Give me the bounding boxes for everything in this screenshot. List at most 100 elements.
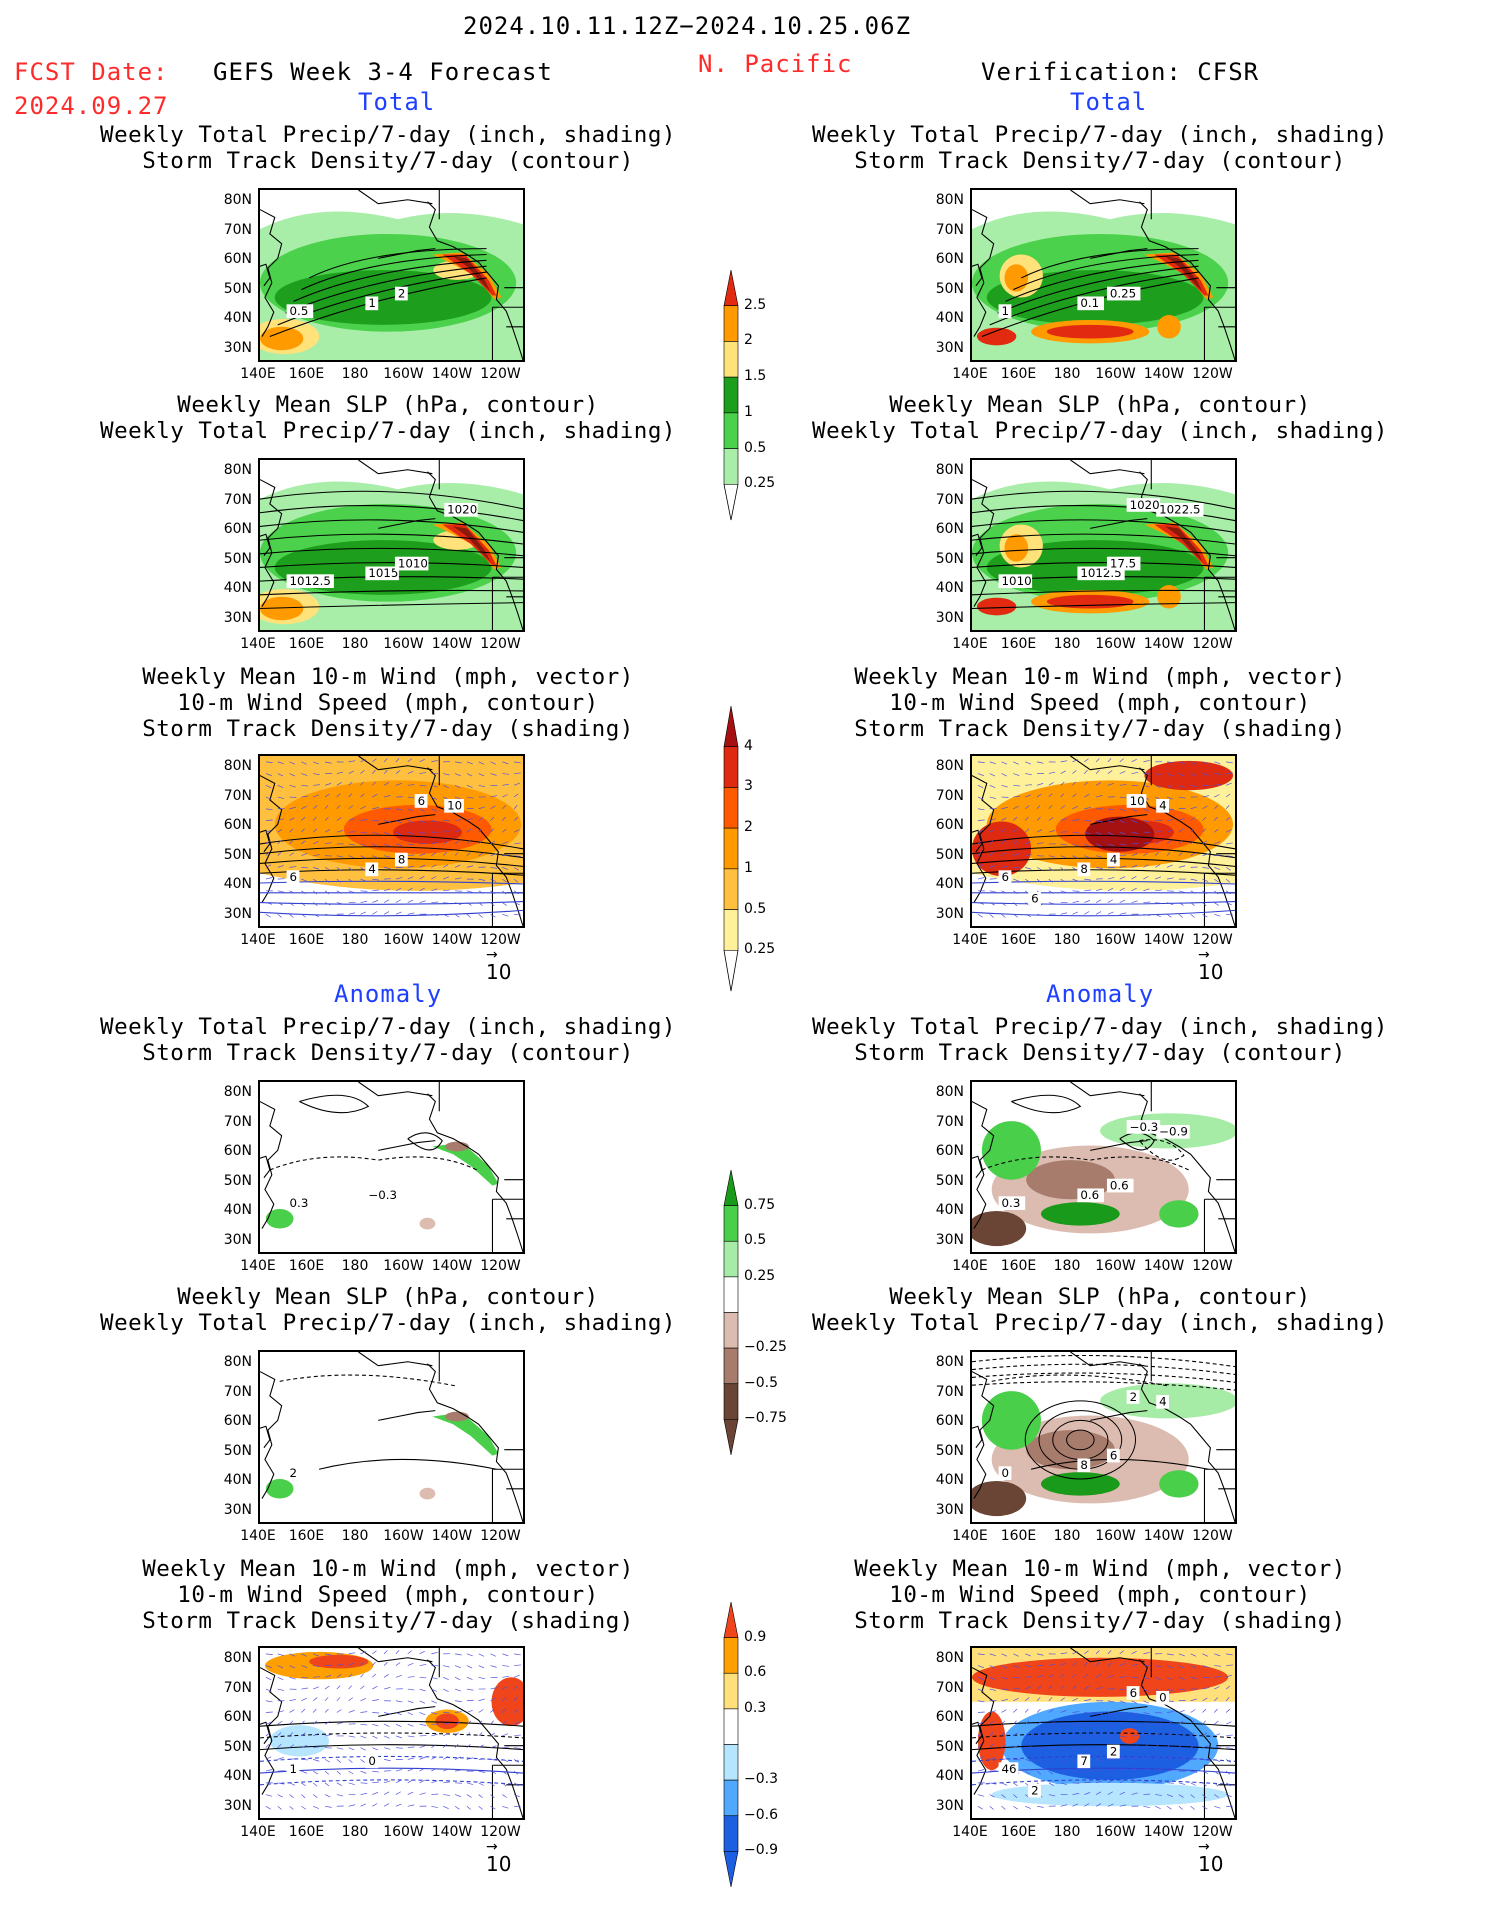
lon-tick-label: 180 [341, 1258, 369, 1274]
lat-tick-label: 50N [935, 1442, 964, 1459]
borders [1203, 853, 1235, 926]
lat-tick-label: 60N [935, 1413, 964, 1429]
contour-label-bg [1156, 798, 1170, 813]
colorbar-tick-label: 0.25 [744, 941, 776, 958]
lat-tick-label: 70N [223, 1113, 252, 1130]
section-anomaly-right: Anomaly [1046, 980, 1155, 1008]
colorbar-tick-label: 4 [744, 737, 753, 754]
orange-patch [260, 326, 304, 351]
colorbar-tick-label: 2 [744, 819, 753, 836]
colorbar-tick-label: −0.25 [744, 1339, 787, 1356]
contour-line [972, 1755, 1235, 1762]
anom-green-west [981, 1121, 1041, 1180]
lat-tick-label: 30N [223, 905, 252, 922]
kuroshio-orange [1004, 264, 1029, 292]
anom-coast-green [432, 1142, 499, 1186]
contour-line [260, 857, 523, 867]
map-panel-fcst-total-slp: 1012.5 1015 1010 1020 [258, 458, 525, 632]
kuroshio-orange [1004, 534, 1029, 562]
contour-label: 0 [1002, 1466, 1010, 1480]
lon-tick-label: 140E [240, 1824, 276, 1840]
lat-tick-label: 70N [935, 221, 964, 238]
lon-tick-label: 160W [383, 1824, 424, 1840]
obs-central-max [1085, 816, 1155, 852]
contour-line [981, 1156, 1189, 1171]
contour-label-bg [1156, 1124, 1190, 1139]
lat-tick-label: 40N [935, 580, 964, 596]
contour-label: 2 [1031, 1784, 1039, 1798]
coastal-red [1154, 254, 1209, 296]
borders [491, 853, 523, 926]
na-coast [1139, 1659, 1235, 1818]
contour-label-bg [998, 1466, 1012, 1480]
contour-line [972, 533, 1235, 545]
contour-line [293, 259, 487, 302]
aleutians [1090, 814, 1148, 825]
panel-title-line: Weekly Mean SLP (hPa, contour) [177, 392, 599, 418]
anom-red-band [972, 1657, 1229, 1697]
lat-tick-label: 50N [223, 1738, 252, 1755]
contour-label: 17.5 [1110, 557, 1136, 571]
lon-tick-label: 140W [431, 932, 473, 948]
na-coast [427, 471, 523, 630]
contour-label-bg [1028, 891, 1041, 906]
coastline [972, 190, 1235, 360]
panel-title-line: 10-m Wind Speed (mph, contour) [889, 1582, 1311, 1608]
coastal-red [442, 254, 497, 296]
contour-line [407, 1132, 443, 1151]
contour-line [972, 602, 1235, 610]
contour-label-bg [394, 852, 408, 867]
map-panel-obs-anom-precip: 0.3 0.6 0.6 −0.9 −0.3 [970, 1080, 1237, 1254]
contour-line [279, 1374, 458, 1387]
contour-label-bg [365, 1188, 399, 1203]
lat-tick-label: 80N [223, 1650, 252, 1666]
colorbar-tick-label: 0.75 [744, 1196, 776, 1213]
asia-coast [260, 209, 283, 337]
lat-tick-label: 80N [223, 1354, 252, 1370]
lon-tick-label: 160E [1000, 932, 1037, 948]
contour-line [269, 1156, 477, 1171]
lat-tick-label: 80N [935, 462, 964, 478]
contour-line [972, 846, 1235, 859]
contour-label-bg [1077, 1754, 1091, 1769]
anom-red-west [977, 1711, 1006, 1771]
lon-tick-label: 160W [1095, 1824, 1136, 1840]
na-coast [427, 1363, 523, 1522]
colorbar-tick-label: −0.5 [744, 1374, 778, 1391]
colorbar-tick-label: 0.25 [744, 475, 776, 492]
contour-line [260, 834, 523, 850]
lon-tick-label: 180 [341, 636, 369, 652]
contour-line [997, 265, 1199, 314]
lat-tick-label: 60N [223, 1413, 252, 1429]
lon-tick-label: 180 [1053, 1824, 1081, 1840]
contour-line [260, 562, 523, 569]
contour-label: 1020 [1130, 498, 1160, 512]
aleutians [378, 518, 436, 529]
section-total-right: Total [1070, 88, 1148, 116]
lon-tick-label: 180 [1053, 1258, 1081, 1274]
fcst-date-label: FCST Date: [14, 58, 169, 86]
asia-coast [972, 479, 995, 607]
contour-line [1013, 253, 1199, 291]
contour-line [972, 1354, 1235, 1368]
lat-tick-label: 50N [935, 1738, 964, 1755]
borders [491, 287, 523, 360]
lat-tick-label: 50N [223, 550, 252, 567]
panel-title-line: Weekly Mean SLP (hPa, contour) [889, 1284, 1311, 1310]
contour-line [260, 1720, 523, 1727]
contour-line [972, 547, 1235, 557]
lon-tick-label: 140E [952, 1528, 988, 1544]
contour-line [260, 909, 523, 917]
anom-coast-green [432, 1412, 499, 1456]
arctic-coast [1070, 460, 1145, 475]
lon-tick-label: 180 [1053, 636, 1081, 652]
lon-tick-label: 160E [1000, 636, 1037, 652]
lat-tick-label: 30N [223, 1231, 252, 1248]
contour-line [972, 1732, 1235, 1739]
lat-tick-label: 50N [223, 1172, 252, 1189]
colorbar-tick-label: −0.75 [744, 1410, 787, 1427]
contour-label: 0.3 [1002, 1196, 1021, 1210]
lat-tick-label: 60N [223, 817, 252, 833]
contour-line [972, 562, 1235, 569]
lat-tick-label: 80N [223, 1084, 252, 1100]
